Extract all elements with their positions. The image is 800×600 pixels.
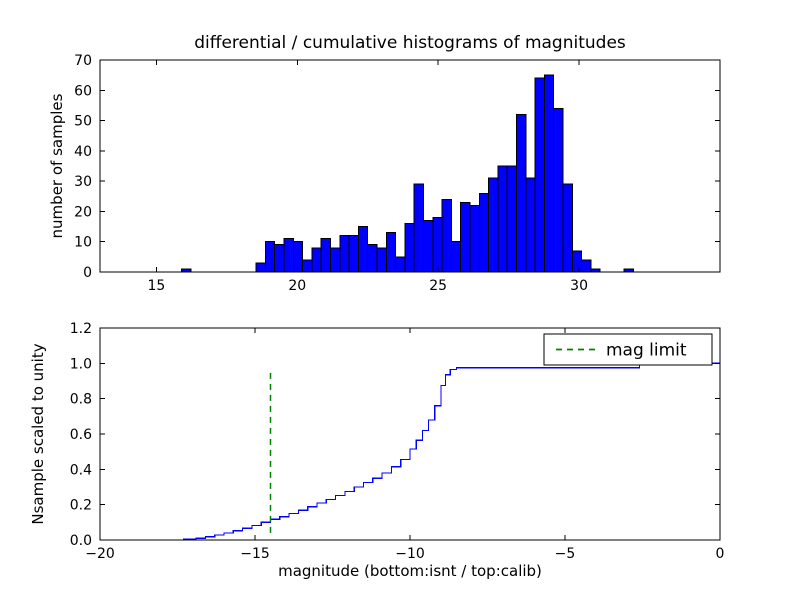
histogram-bar xyxy=(348,235,359,273)
x-tick-label: 30 xyxy=(570,278,588,294)
histogram-bar xyxy=(506,165,518,273)
histogram-bar xyxy=(292,241,304,273)
histogram-bar xyxy=(423,220,434,273)
histogram-bar xyxy=(469,204,480,273)
y-tick-label: 0 xyxy=(83,265,92,281)
histogram-bar xyxy=(534,77,545,273)
histogram-bar xyxy=(525,177,536,273)
x-tick-label: −10 xyxy=(395,546,425,562)
y-tick-label: 0.4 xyxy=(70,462,92,478)
y-tick-label: 0.2 xyxy=(70,498,92,514)
top-ylabel: number of samples xyxy=(48,93,66,239)
y-tick-label: 50 xyxy=(74,114,92,130)
y-tick-label: 70 xyxy=(74,53,92,69)
histogram-bar xyxy=(516,114,527,273)
x-tick-label: 15 xyxy=(147,278,165,294)
bottom-xlabel: magnitude (bottom:isnt / top:calib) xyxy=(278,562,542,580)
histogram-bar xyxy=(395,256,406,273)
histogram-bar xyxy=(553,107,564,273)
histogram-bar xyxy=(385,232,397,273)
histogram-bar xyxy=(274,244,285,273)
y-tick-label: 0.8 xyxy=(70,392,92,408)
x-tick-label: −5 xyxy=(555,546,576,562)
histogram-bar xyxy=(413,183,425,273)
histogram-bar xyxy=(339,235,350,273)
figure-title: differential / cumulative histograms of … xyxy=(194,33,626,53)
y-tick-label: 40 xyxy=(74,144,92,160)
legend-label: mag limit xyxy=(606,341,687,361)
y-tick-label: 1.0 xyxy=(70,356,92,372)
histogram-bar xyxy=(404,223,415,273)
y-tick-label: 30 xyxy=(74,174,92,190)
histogram-bar xyxy=(264,241,276,273)
histogram-bar xyxy=(367,244,378,273)
y-tick-label: 1.2 xyxy=(70,321,92,337)
histogram-bar xyxy=(357,226,369,273)
histogram-bar xyxy=(302,259,313,273)
histogram-bar xyxy=(320,238,332,273)
histogram-bar xyxy=(478,192,490,273)
histogram-bar xyxy=(497,165,508,273)
histogram-bar xyxy=(450,241,462,273)
x-tick-label: 0 xyxy=(716,546,725,562)
bottom-ylabel: Nsample scaled to unity xyxy=(29,343,47,525)
x-tick-label: −15 xyxy=(240,546,270,562)
histogram-bar xyxy=(432,216,443,273)
cumulative-curve xyxy=(100,362,720,541)
y-tick-label: 0.0 xyxy=(70,533,92,549)
histogram-bar xyxy=(571,250,583,273)
x-tick-label: 20 xyxy=(288,278,306,294)
histogram-bar xyxy=(330,247,341,273)
axes-frame xyxy=(99,59,721,273)
histogram-bar xyxy=(460,201,471,273)
histogram-bar xyxy=(376,247,387,273)
y-tick-label: 0.6 xyxy=(70,427,92,443)
histogram-bar xyxy=(441,198,452,273)
histogram-bar xyxy=(562,183,573,273)
histogram-bar xyxy=(311,247,322,273)
histogram-bar xyxy=(255,262,266,273)
x-tick-label: 25 xyxy=(429,278,447,294)
y-tick-label: 20 xyxy=(74,204,92,220)
histogram-bar xyxy=(283,238,294,273)
histogram-bar xyxy=(488,177,499,273)
y-tick-label: 60 xyxy=(74,83,92,99)
x-tick-label: −20 xyxy=(85,546,115,562)
histogram-bar xyxy=(581,259,592,273)
y-tick-label: 10 xyxy=(74,235,92,251)
histogram-bar xyxy=(543,74,555,273)
